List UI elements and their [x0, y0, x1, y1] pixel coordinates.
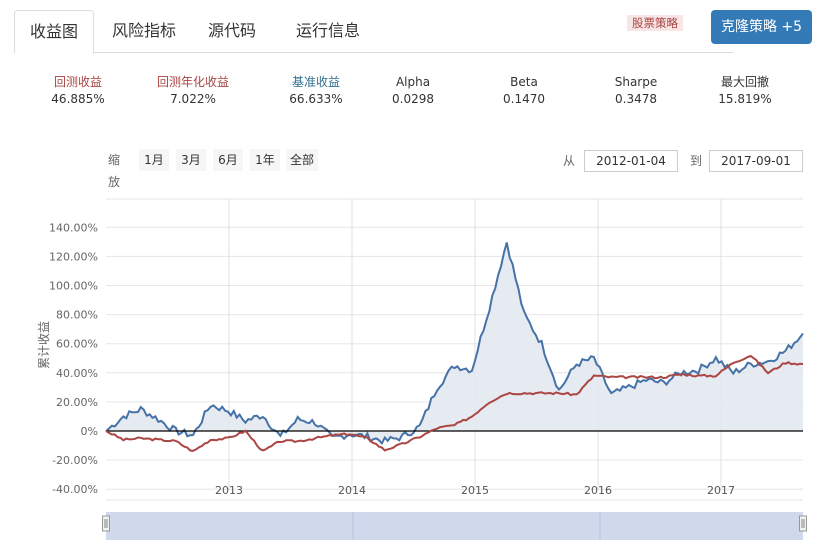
x-tick-label: 2014 — [338, 484, 366, 497]
stat-label: Sharpe — [614, 75, 658, 89]
y-tick-label: 140.00% — [49, 221, 98, 234]
y-tick-label: 60.00% — [56, 338, 98, 351]
y-axis-labels: 140.00% 120.00% 100.00% 80.00% 60.00% 40.00% 2… — [49, 221, 98, 496]
range-to-label: 到 — [690, 154, 703, 168]
strategy-type-badge: 股票策略 — [627, 15, 683, 31]
stat-value: 0.0298 — [392, 92, 434, 106]
y-tick-label: 40.00% — [56, 367, 98, 380]
zoom-3m-button[interactable]: 3月 — [176, 149, 206, 171]
stat-benchmark-return: 基准收益 66.633% — [266, 74, 366, 108]
zoom-label: 缩放 — [108, 153, 121, 189]
tab-source-code[interactable]: 源代码 — [207, 21, 256, 40]
stat-label: 基准收益 — [291, 75, 340, 89]
stat-label: Alpha — [395, 75, 431, 89]
stat-value: 0.1470 — [503, 92, 545, 106]
tab-bar: 收益图 风险指标 源代码 运行信息 — [14, 10, 734, 54]
stat-label: 最大回撤 — [720, 75, 769, 89]
y-tick-label: 120.00% — [49, 250, 98, 263]
range-to-input[interactable] — [709, 150, 803, 172]
stat-value: 7.022% — [170, 92, 216, 106]
y-tick-label: -40.00% — [52, 483, 98, 496]
navigator-range[interactable] — [106, 512, 803, 540]
tab-returns-chart[interactable]: 收益图 — [14, 10, 94, 54]
stat-max-drawdown: 最大回撤 15.819% — [695, 74, 795, 108]
chart-grid — [106, 198, 803, 501]
zoom-6m-button[interactable]: 6月 — [213, 149, 243, 171]
stat-label: Beta — [510, 75, 538, 89]
x-tick-label: 2017 — [707, 484, 735, 497]
stat-sharpe: Sharpe 0.3478 — [586, 74, 686, 108]
tab-risk-metrics[interactable]: 风险指标 — [111, 21, 176, 40]
range-from-input[interactable] — [584, 150, 678, 172]
stats-bar: 回测收益 46.885% 回测年化收益 7.022% 基准收益 66.633% … — [0, 74, 831, 114]
stat-label: 回测年化收益 — [156, 75, 229, 89]
navigator-right-handle[interactable] — [799, 515, 807, 532]
clone-strategy-button[interactable]: 克隆策略 +5 — [711, 10, 812, 44]
stat-value: 15.819% — [718, 92, 772, 106]
stat-beta: Beta 0.1470 — [474, 74, 574, 108]
stat-value: 46.885% — [51, 92, 105, 106]
x-axis-labels: 2013 2014 2015 2016 2017 — [215, 484, 735, 497]
x-tick-label: 2013 — [215, 484, 243, 497]
stat-value: 66.633% — [289, 92, 343, 106]
navigator-left-handle[interactable] — [102, 515, 110, 532]
y-tick-label: 80.00% — [56, 309, 98, 322]
x-tick-label: 2016 — [584, 484, 612, 497]
zoom-1m-button[interactable]: 1月 — [139, 149, 169, 171]
benchmark-line — [105, 242, 804, 446]
x-tick-label: 2015 — [461, 484, 489, 497]
stat-alpha: Alpha 0.0298 — [363, 74, 463, 108]
stat-label: 回测收益 — [53, 75, 102, 89]
stat-annualized-return: 回测年化收益 7.022% — [143, 74, 243, 108]
navigator[interactable] — [102, 512, 807, 540]
y-tick-label: 20.00% — [56, 396, 98, 409]
y-tick-label: 100.00% — [49, 280, 98, 293]
stat-backtest-return: 回测收益 46.885% — [28, 74, 128, 108]
y-tick-label: -20.00% — [52, 454, 98, 467]
strategy-line — [105, 354, 804, 452]
zoom-all-button[interactable]: 全部 — [286, 149, 318, 171]
y-tick-label: 0% — [81, 425, 98, 438]
stat-value: 0.3478 — [615, 92, 657, 106]
zoom-1y-button[interactable]: 1年 — [250, 149, 280, 171]
range-from-label: 从 — [563, 154, 576, 168]
y-axis-title: 累计收益 — [37, 321, 51, 369]
benchmark-area — [106, 242, 803, 444]
tab-run-info[interactable]: 运行信息 — [295, 21, 360, 40]
